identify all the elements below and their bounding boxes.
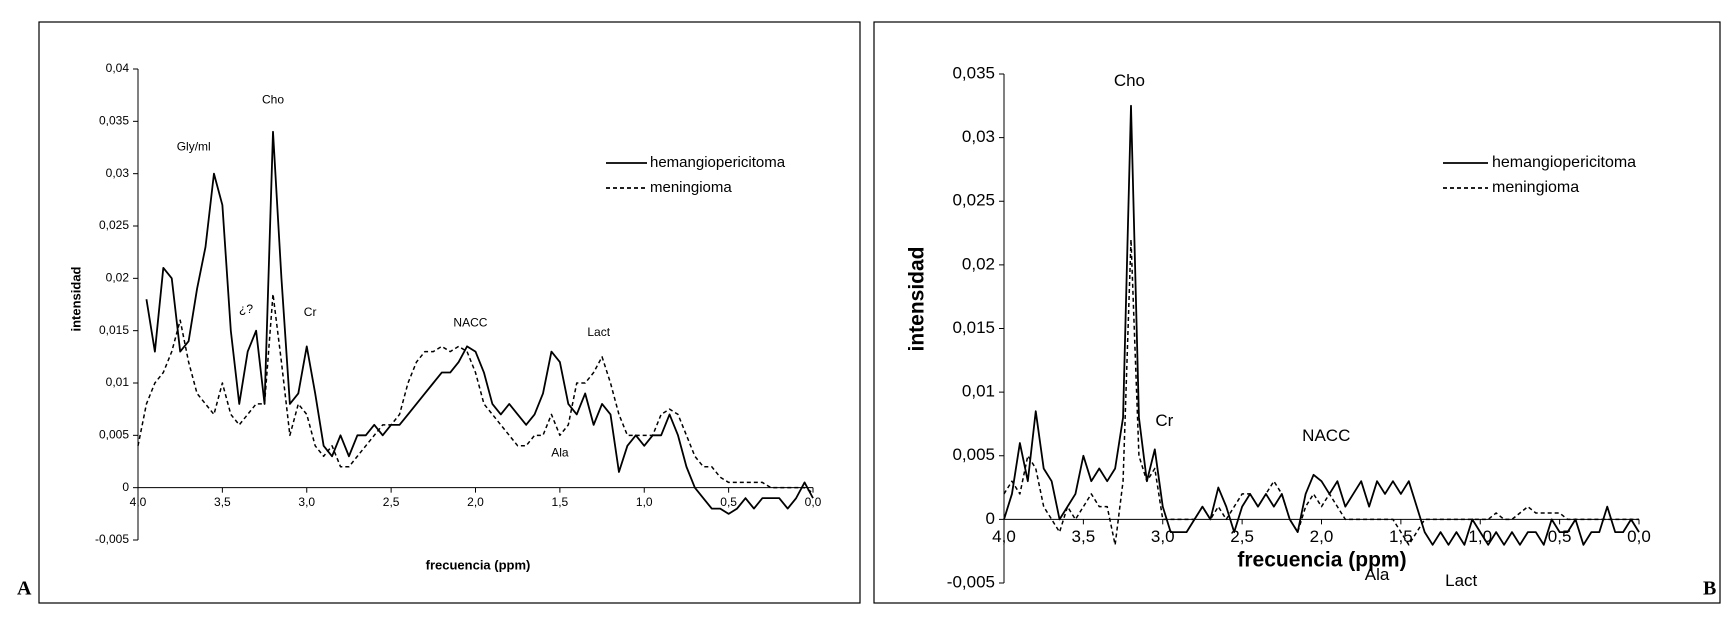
y-tick-label: 0,02 xyxy=(962,254,995,273)
y-tick-label: -0,005 xyxy=(947,572,995,591)
y-tick-label: 0,02 xyxy=(106,271,130,285)
legend-label: meningioma xyxy=(650,179,732,196)
x-axis-title: frecuencia (ppm) xyxy=(426,557,531,572)
x-tick-label: 2,5 xyxy=(1230,527,1254,546)
y-tick-label: 0,015 xyxy=(99,323,129,337)
x-tick-label: 2,5 xyxy=(383,495,400,509)
x-tick-label: 4,0 xyxy=(992,527,1016,546)
panel-label: A xyxy=(17,578,32,600)
data-line xyxy=(137,293,814,494)
y-tick-label: 0,015 xyxy=(952,318,995,337)
x-tick-label: 3,5 xyxy=(1072,527,1096,546)
annotation: Gly/ml xyxy=(177,140,211,154)
x-tick-label: 0,5 xyxy=(720,495,737,509)
annotation: Cho xyxy=(262,93,284,107)
legend-label: hemangiopericitoma xyxy=(650,154,786,171)
data-line xyxy=(1003,238,1639,546)
annotation: Ala xyxy=(1365,565,1390,584)
y-tick-label: 0,025 xyxy=(952,191,995,210)
x-tick-label: 3,5 xyxy=(214,495,231,509)
y-tick-label: 0,01 xyxy=(962,382,995,401)
annotation: Cr xyxy=(304,305,317,319)
x-tick-label: 1,5 xyxy=(552,495,569,509)
x-tick-label: 3,0 xyxy=(1151,527,1175,546)
x-axis-title: frecuencia (ppm) xyxy=(1237,549,1406,572)
x-tick-label: 2,0 xyxy=(467,495,484,509)
x-tick-label: 1,5 xyxy=(1389,527,1413,546)
annotation: Lact xyxy=(587,325,610,339)
y-tick-label: 0,005 xyxy=(952,445,995,464)
y-tick-label: 0,035 xyxy=(952,63,995,82)
panel-frame xyxy=(873,21,1721,604)
panel-label: B xyxy=(1703,578,1716,600)
legend-label: meningioma xyxy=(1492,179,1579,196)
y-tick-label: 0,005 xyxy=(99,428,129,442)
panel-frame xyxy=(38,21,861,604)
annotation: Ala xyxy=(551,445,569,459)
y-axis-title: intensidad xyxy=(906,246,929,351)
y-tick-label: -0,005 xyxy=(95,532,129,546)
data-line xyxy=(145,130,814,515)
legend-label: hemangiopericitoma xyxy=(1492,154,1636,171)
y-tick-label: 0,035 xyxy=(99,114,129,128)
y-tick-label: 0,03 xyxy=(962,127,995,146)
annotation: Cr xyxy=(1155,411,1173,430)
y-tick-label: 0,03 xyxy=(106,166,130,180)
y-tick-label: 0,025 xyxy=(99,218,129,232)
x-tick-label: 1,0 xyxy=(636,495,653,509)
annotation: NACC xyxy=(1302,426,1350,445)
y-tick-label: 0,01 xyxy=(106,375,130,389)
x-tick-label: 0,0 xyxy=(1627,527,1651,546)
x-tick-label: 0,0 xyxy=(805,495,822,509)
x-tick-label: 3,0 xyxy=(298,495,315,509)
y-tick-label: 0,04 xyxy=(106,61,130,75)
annotation: Lact xyxy=(1445,571,1477,590)
x-tick-label: 2,0 xyxy=(1310,527,1334,546)
annotation: NACC xyxy=(453,316,487,330)
y-tick-label: 0 xyxy=(122,480,129,494)
y-tick-label: 0 xyxy=(986,509,995,528)
annotation: Cho xyxy=(1114,71,1145,90)
x-tick-label: 4,0 xyxy=(130,495,147,509)
annotation: ¿? xyxy=(239,302,253,316)
y-axis-title: intensidad xyxy=(68,266,83,331)
data-line xyxy=(1003,104,1640,546)
